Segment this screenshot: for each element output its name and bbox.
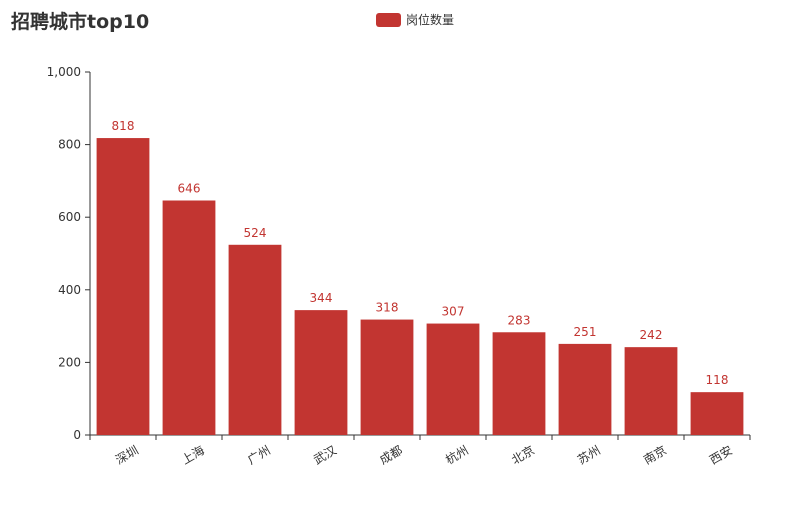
bar[interactable] [690,392,744,435]
y-tick-label: 1,000 [47,65,81,79]
bar[interactable] [294,310,348,435]
bar[interactable] [96,138,150,436]
x-tick-label: 广州 [245,443,273,467]
y-tick-label: 400 [58,283,81,297]
chart-title: 招聘城市top10 [11,11,150,33]
x-tick-label: 武汉 [311,443,339,467]
data-label: 118 [706,373,729,387]
data-label: 307 [442,305,465,319]
x-tick-label: 苏州 [575,443,603,467]
x-tick-label: 北京 [509,443,537,467]
data-label: 318 [376,301,399,315]
bar[interactable] [492,332,546,435]
legend-label: 岗位数量 [406,13,455,27]
x-tick-label: 西安 [707,442,735,467]
data-label: 646 [178,182,201,196]
data-label: 251 [574,325,597,339]
x-tick-label: 深圳 [113,443,141,467]
y-tick-label: 600 [58,210,81,224]
y-tick-label: 200 [58,355,81,369]
x-tick-label: 杭州 [443,442,471,467]
chart-legend[interactable]: 岗位数量 [376,11,454,28]
data-label: 344 [310,291,333,305]
bar[interactable] [228,244,282,435]
y-tick-label: 800 [58,138,81,152]
x-tick-label: 上海 [179,442,207,467]
x-tick-label: 南京 [641,442,669,467]
data-label: 283 [508,313,531,327]
y-tick-label: 0 [73,428,81,442]
data-label: 524 [244,226,267,240]
bar[interactable] [624,347,678,435]
data-label: 242 [640,328,663,342]
bar[interactable] [558,343,612,435]
bar[interactable] [360,319,414,435]
bar[interactable] [426,323,480,435]
data-label: 818 [112,119,135,133]
legend-swatch-icon [376,12,401,27]
x-tick-label: 成都 [377,443,405,467]
bar[interactable] [162,200,216,435]
